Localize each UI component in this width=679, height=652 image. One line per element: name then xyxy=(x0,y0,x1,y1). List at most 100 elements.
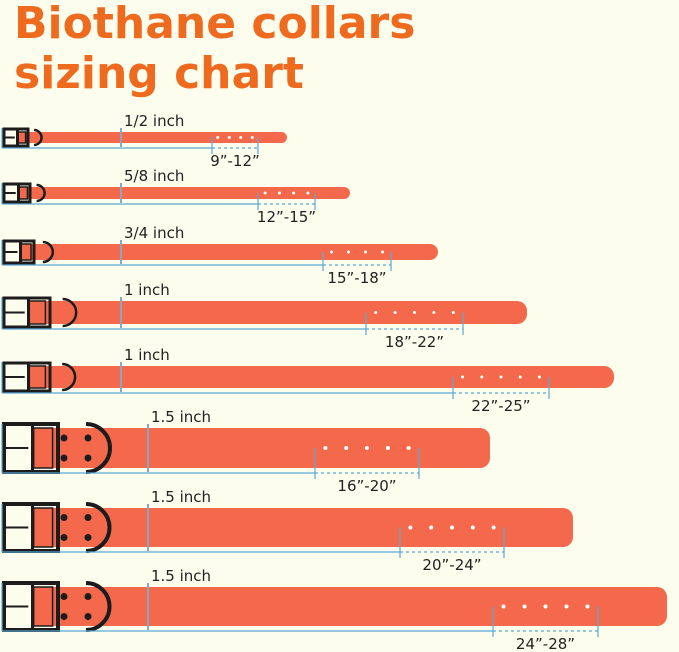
d-ring-icon xyxy=(42,240,55,264)
collar-width-label: 1.5 inch xyxy=(151,567,211,585)
adjustment-hole xyxy=(330,250,333,254)
adjustment-hole xyxy=(306,191,310,195)
rivet xyxy=(84,593,92,600)
adjustment-hole xyxy=(585,604,590,609)
adjustment-hole xyxy=(216,136,220,139)
buckle-bar xyxy=(19,241,22,263)
collar-size-label: 24”-28” xyxy=(516,635,575,652)
collar-2: 5/8 inch 12”-15” xyxy=(1,167,350,226)
d-ring-icon xyxy=(61,362,77,392)
adjustment-hole xyxy=(537,375,541,379)
collar-strap xyxy=(27,301,527,324)
d-ring-icon xyxy=(36,183,46,203)
adjustment-hole xyxy=(292,191,296,195)
buckle-bar xyxy=(31,424,34,472)
adjustment-hole xyxy=(263,191,267,195)
adjustment-hole xyxy=(374,311,378,314)
collar-1: 1/2 inch 9”-12” xyxy=(1,112,287,170)
collar-size-label: 22”-25” xyxy=(471,397,530,415)
collar-4: 1 inch 18”-22” xyxy=(1,281,527,351)
collar-width-label: 1.5 inch xyxy=(151,408,211,426)
collar-size-label: 15”-18” xyxy=(327,269,386,287)
buckle-bar xyxy=(31,583,34,630)
buckle-icon xyxy=(2,296,52,329)
buckle-icon xyxy=(2,581,60,632)
d-ring-icon xyxy=(85,581,112,632)
buckle-icon xyxy=(2,182,32,204)
adjustment-hole xyxy=(344,446,349,450)
adjustment-hole xyxy=(522,604,527,609)
collar-size-label: 20”-24” xyxy=(422,556,481,574)
collar-width-label: 1.5 inch xyxy=(151,488,211,506)
adjustment-hole xyxy=(365,446,369,450)
adjustment-hole xyxy=(451,311,455,314)
collar-7: 1.5 inch 20”-24” xyxy=(1,488,573,574)
collar-6: 1.5 inch 16”-20” xyxy=(1,408,490,495)
adjustment-hole xyxy=(277,191,281,195)
collar-strap xyxy=(31,428,490,468)
collar-strap xyxy=(27,366,614,388)
collar-width-label: 1 inch xyxy=(124,281,170,299)
buckle-keeper xyxy=(28,300,47,325)
rivet xyxy=(84,514,92,521)
collar-strap xyxy=(31,508,573,547)
buckle-keeper xyxy=(28,365,47,389)
adjustment-hole xyxy=(470,525,475,530)
buckle-keeper xyxy=(32,427,54,469)
adjustment-hole xyxy=(413,311,416,314)
d-ring-icon xyxy=(62,297,78,328)
buckle-icon xyxy=(2,127,30,148)
d-ring-icon xyxy=(85,502,112,553)
buckle-bar xyxy=(27,298,30,327)
adjustment-hole xyxy=(564,604,569,609)
d-ring-icon xyxy=(33,128,43,147)
collar-width-label: 1 inch xyxy=(124,346,170,364)
collar-3: 3/4 inch 15”-18” xyxy=(1,224,438,287)
buckle-bar xyxy=(16,129,19,146)
buckle-icon xyxy=(2,422,60,474)
title-line-2: sizing chart xyxy=(14,48,304,99)
rivet xyxy=(60,434,68,442)
adjustment-hole xyxy=(406,446,411,450)
adjustment-hole xyxy=(381,250,384,254)
rivet xyxy=(84,434,92,442)
rivet xyxy=(60,534,68,541)
adjustment-hole xyxy=(347,250,350,254)
buckle-bar xyxy=(27,363,30,391)
adjustment-hole xyxy=(432,311,436,314)
adjustment-hole xyxy=(385,446,390,450)
buckle-keeper xyxy=(32,586,54,627)
adjustment-hole xyxy=(250,136,254,139)
collar-width-label: 5/8 inch xyxy=(124,167,184,185)
buckle-icon xyxy=(2,361,52,393)
adjustment-hole xyxy=(491,525,496,530)
collar-strap xyxy=(16,132,287,143)
adjustment-hole xyxy=(499,375,503,379)
rivet xyxy=(84,534,92,541)
collar-strap xyxy=(19,244,438,260)
adjustment-hole xyxy=(501,604,506,609)
adjustment-hole xyxy=(480,375,484,379)
buckle-icon xyxy=(2,502,60,553)
collar-size-label: 12”-15” xyxy=(257,208,316,226)
title-line-1: Biothane collars xyxy=(14,0,416,49)
collar-strap xyxy=(31,587,667,626)
adjustment-hole xyxy=(408,525,413,530)
buckle-keeper xyxy=(32,507,54,548)
adjustment-hole xyxy=(239,136,243,139)
rivet xyxy=(60,613,68,620)
rivet xyxy=(84,454,92,462)
buckle-keeper xyxy=(19,243,32,261)
adjustment-hole xyxy=(429,525,434,530)
collar-width-label: 3/4 inch xyxy=(124,224,184,242)
collar-strap xyxy=(17,187,350,199)
rivet xyxy=(84,613,92,620)
buckle-bar xyxy=(17,184,20,202)
adjustment-hole xyxy=(364,250,367,254)
adjustment-hole xyxy=(450,525,454,530)
collar-5: 1 inch 22”-25” xyxy=(1,346,614,415)
d-ring-icon xyxy=(85,422,112,474)
rivet xyxy=(60,514,68,521)
adjustment-hole xyxy=(227,136,231,139)
